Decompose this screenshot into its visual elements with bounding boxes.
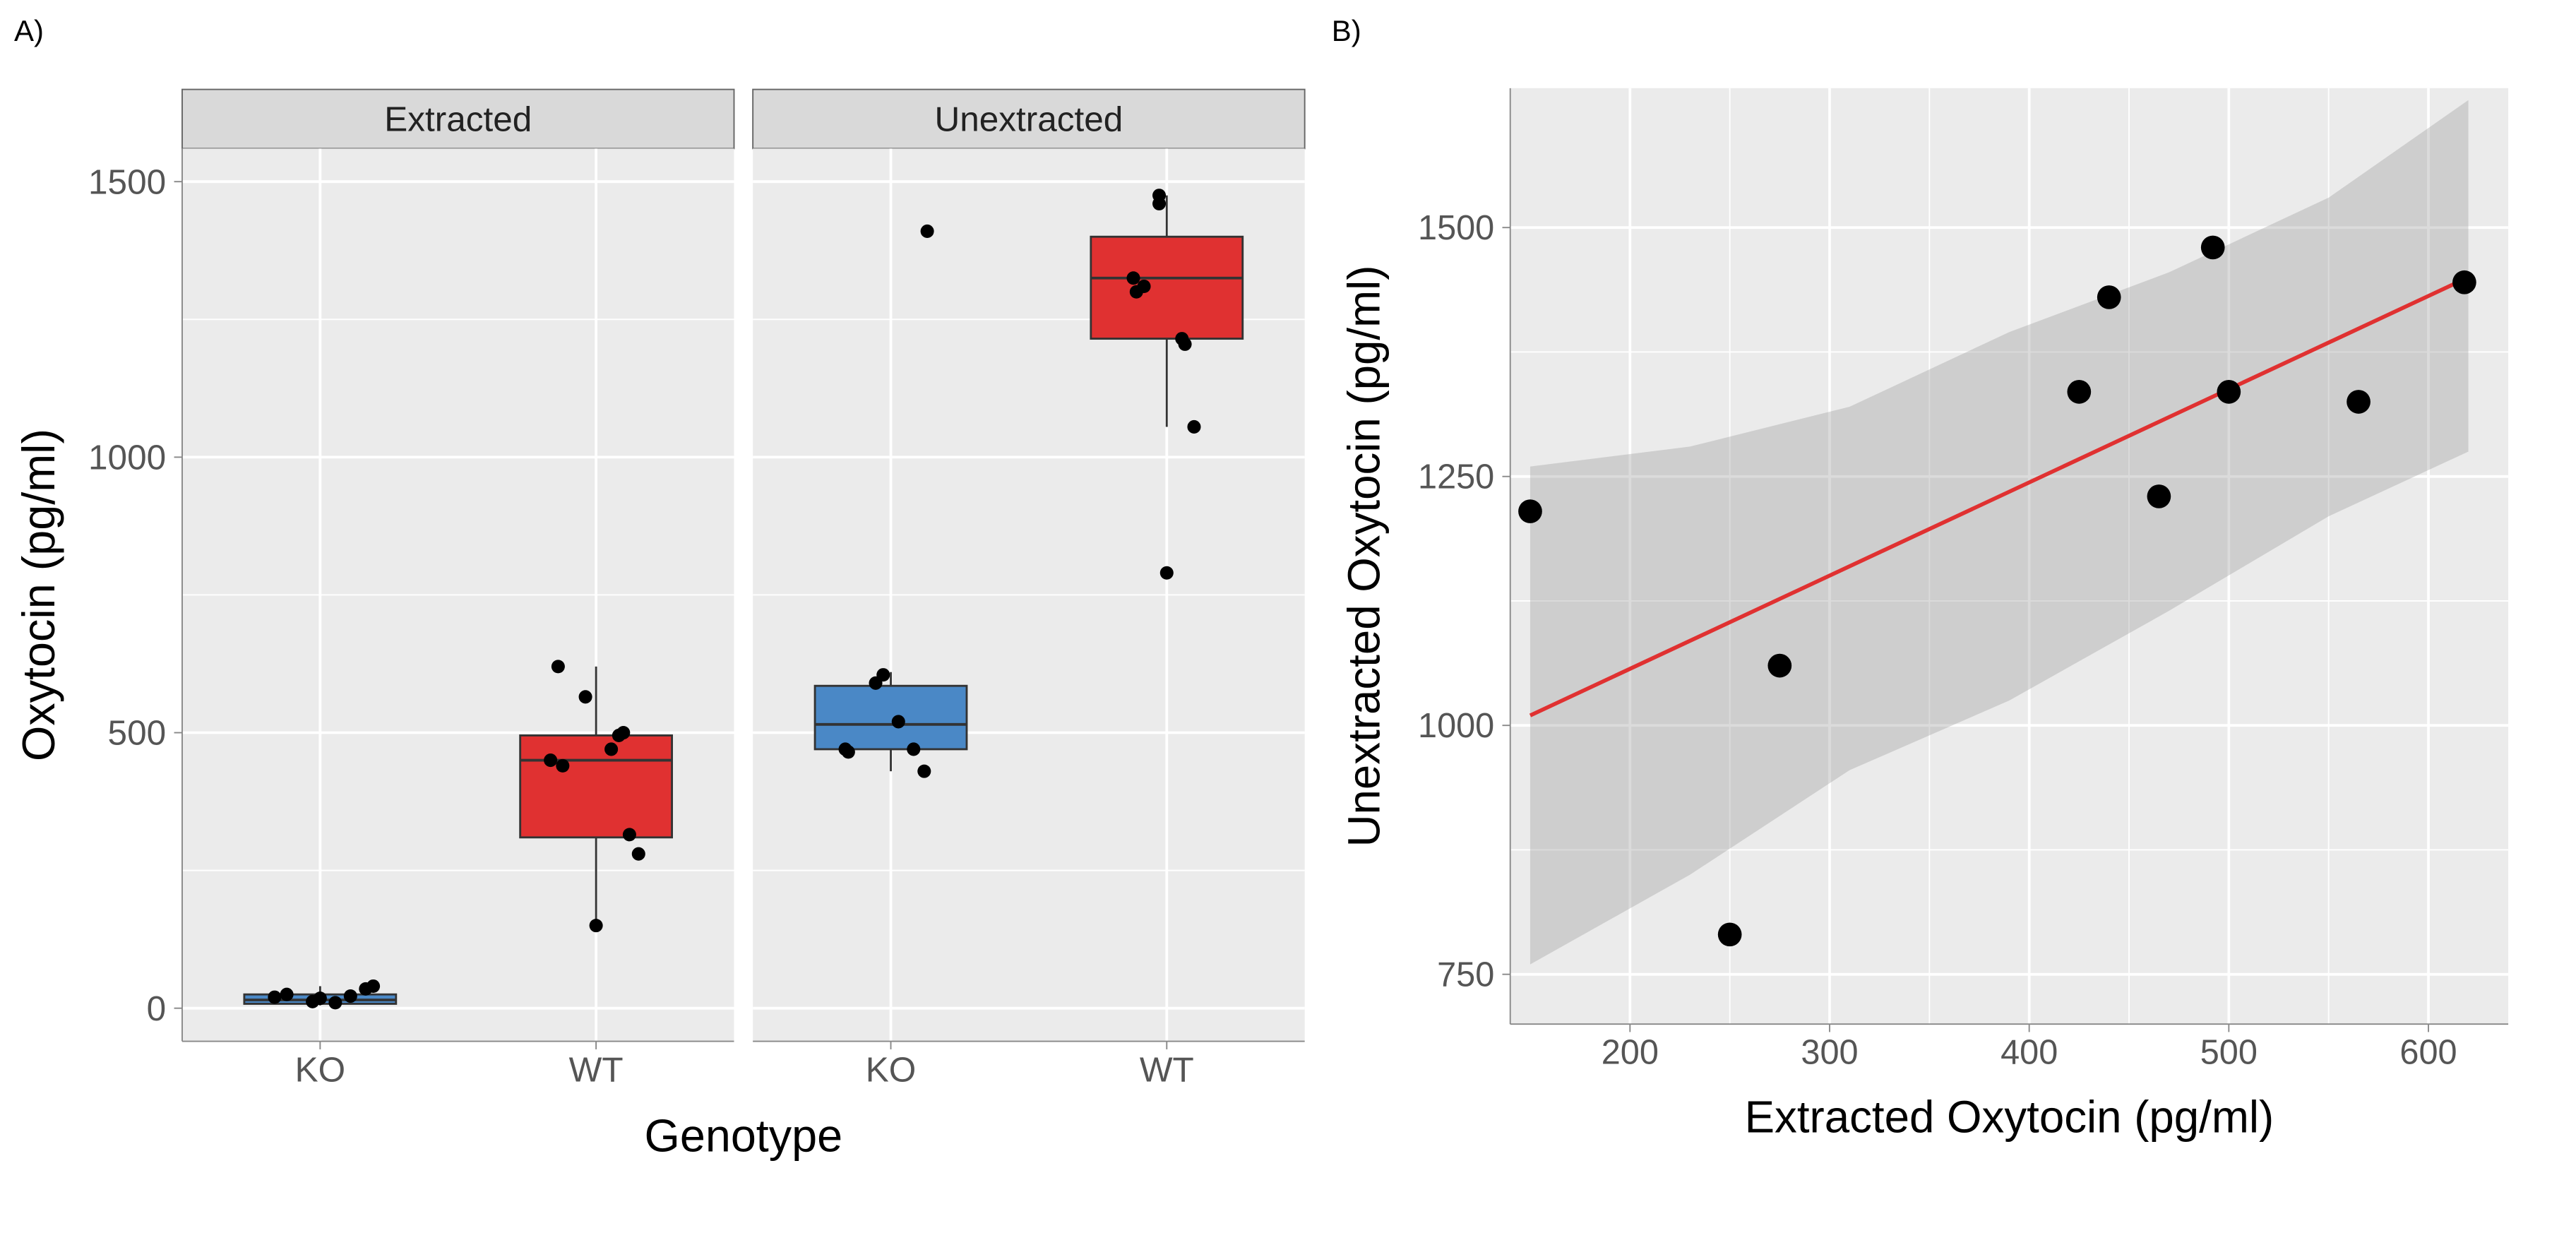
jitter-point xyxy=(590,919,603,932)
scatter-point xyxy=(1718,922,1742,946)
panel-b-svg: 750 1000 1250 1500 200 300 400 500 600 Unextracte… xyxy=(1332,14,2548,1151)
panel-a-y-axis-title: Oxytocin (pg/ml) xyxy=(14,429,64,761)
scatter-point xyxy=(2147,484,2171,508)
jitter-point xyxy=(1179,338,1192,351)
jitter-point xyxy=(1126,271,1140,285)
jitter-point xyxy=(544,753,557,767)
jitter-point xyxy=(1138,280,1151,293)
jitter-point xyxy=(579,690,592,703)
panel-b-x-tick-label: 600 xyxy=(2399,1033,2457,1071)
panel-b-y-tick-label: 1250 xyxy=(1418,458,1494,496)
jitter-point xyxy=(616,726,630,739)
scatter-point xyxy=(2347,390,2371,414)
panel-a-x-tick-label: WT xyxy=(1140,1051,1194,1090)
facet-label: Extracted xyxy=(384,100,532,139)
panel-b-x-axis-title: Extracted Oxytocin (pg/ml) xyxy=(1744,1092,2274,1143)
jitter-point xyxy=(551,660,565,673)
jitter-point xyxy=(632,847,645,861)
jitter-point xyxy=(917,765,931,778)
scatter-point xyxy=(1518,499,1542,523)
jitter-point xyxy=(1187,420,1200,434)
jitter-point xyxy=(314,991,327,1005)
panel-b-y-tick-label: 1000 xyxy=(1418,707,1494,745)
panel-b-y-tick-label: 1500 xyxy=(1418,209,1494,247)
scatter-point xyxy=(2097,285,2121,309)
facet-label: Unextracted xyxy=(935,100,1123,139)
scatter-point xyxy=(2217,380,2241,404)
jitter-point xyxy=(842,745,855,758)
panel-a-x-tick-label: WT xyxy=(569,1051,624,1090)
panel-a-svg: Oxytocin (pg/ml) Genotype 0 500 1000 1500 Extr… xyxy=(14,14,1332,1170)
panel-a-x-tick-label: KO xyxy=(866,1051,916,1090)
panel-b-x-tick-label: 200 xyxy=(1601,1033,1658,1071)
scatter-point xyxy=(2067,380,2091,404)
panel-a-x-tick-label: KO xyxy=(295,1051,346,1090)
scatter-point xyxy=(1767,654,1791,678)
panel-a-x-axis-title: Genotype xyxy=(644,1110,842,1162)
jitter-point xyxy=(892,715,905,728)
jitter-point xyxy=(876,668,890,681)
boxplot-box xyxy=(520,735,672,837)
panel-a-y-tick-label: 1500 xyxy=(88,162,166,201)
panel-a: A) Oxytocin (pg/ml) Genotype 0 500 1000 1500 E… xyxy=(14,14,1332,1170)
jitter-point xyxy=(268,991,281,1004)
panel-b-x-tick-label: 400 xyxy=(2000,1033,2058,1071)
panel-a-label: A) xyxy=(14,14,44,48)
jitter-point xyxy=(344,989,357,1003)
jitter-point xyxy=(1160,566,1174,580)
boxplot-box xyxy=(1091,237,1243,338)
jitter-point xyxy=(556,759,569,773)
jitter-point xyxy=(1152,197,1166,210)
panel-a-y-tick-label: 500 xyxy=(108,714,167,753)
scatter-point xyxy=(2201,236,2225,260)
panel-b-y-tick-label: 750 xyxy=(1437,956,1494,994)
jitter-point xyxy=(328,996,342,1009)
jitter-point xyxy=(921,225,934,238)
panel-a-y-tick-label: 0 xyxy=(147,989,167,1028)
panel-b-x-tick-label: 300 xyxy=(1801,1033,1858,1071)
panel-b-y-axis-title: Unextracted Oxytocin (pg/ml) xyxy=(1339,266,1389,847)
jitter-point xyxy=(280,988,294,1001)
panel-a-y-tick-label: 1000 xyxy=(88,439,166,477)
boxplot-box xyxy=(815,686,967,749)
jitter-point xyxy=(623,828,636,841)
panel-b-label: B) xyxy=(1332,14,1361,48)
figure-container: A) Oxytocin (pg/ml) Genotype 0 500 1000 1500 E… xyxy=(0,0,2576,1184)
scatter-point xyxy=(2452,270,2476,294)
panel-b-x-tick-label: 500 xyxy=(2200,1033,2257,1071)
jitter-point xyxy=(604,742,618,756)
panel-b: B) 750 1000 1250 1500 200 300 400 500 600 Unextra… xyxy=(1332,14,2548,1170)
jitter-point xyxy=(907,742,920,756)
jitter-point xyxy=(366,979,380,993)
